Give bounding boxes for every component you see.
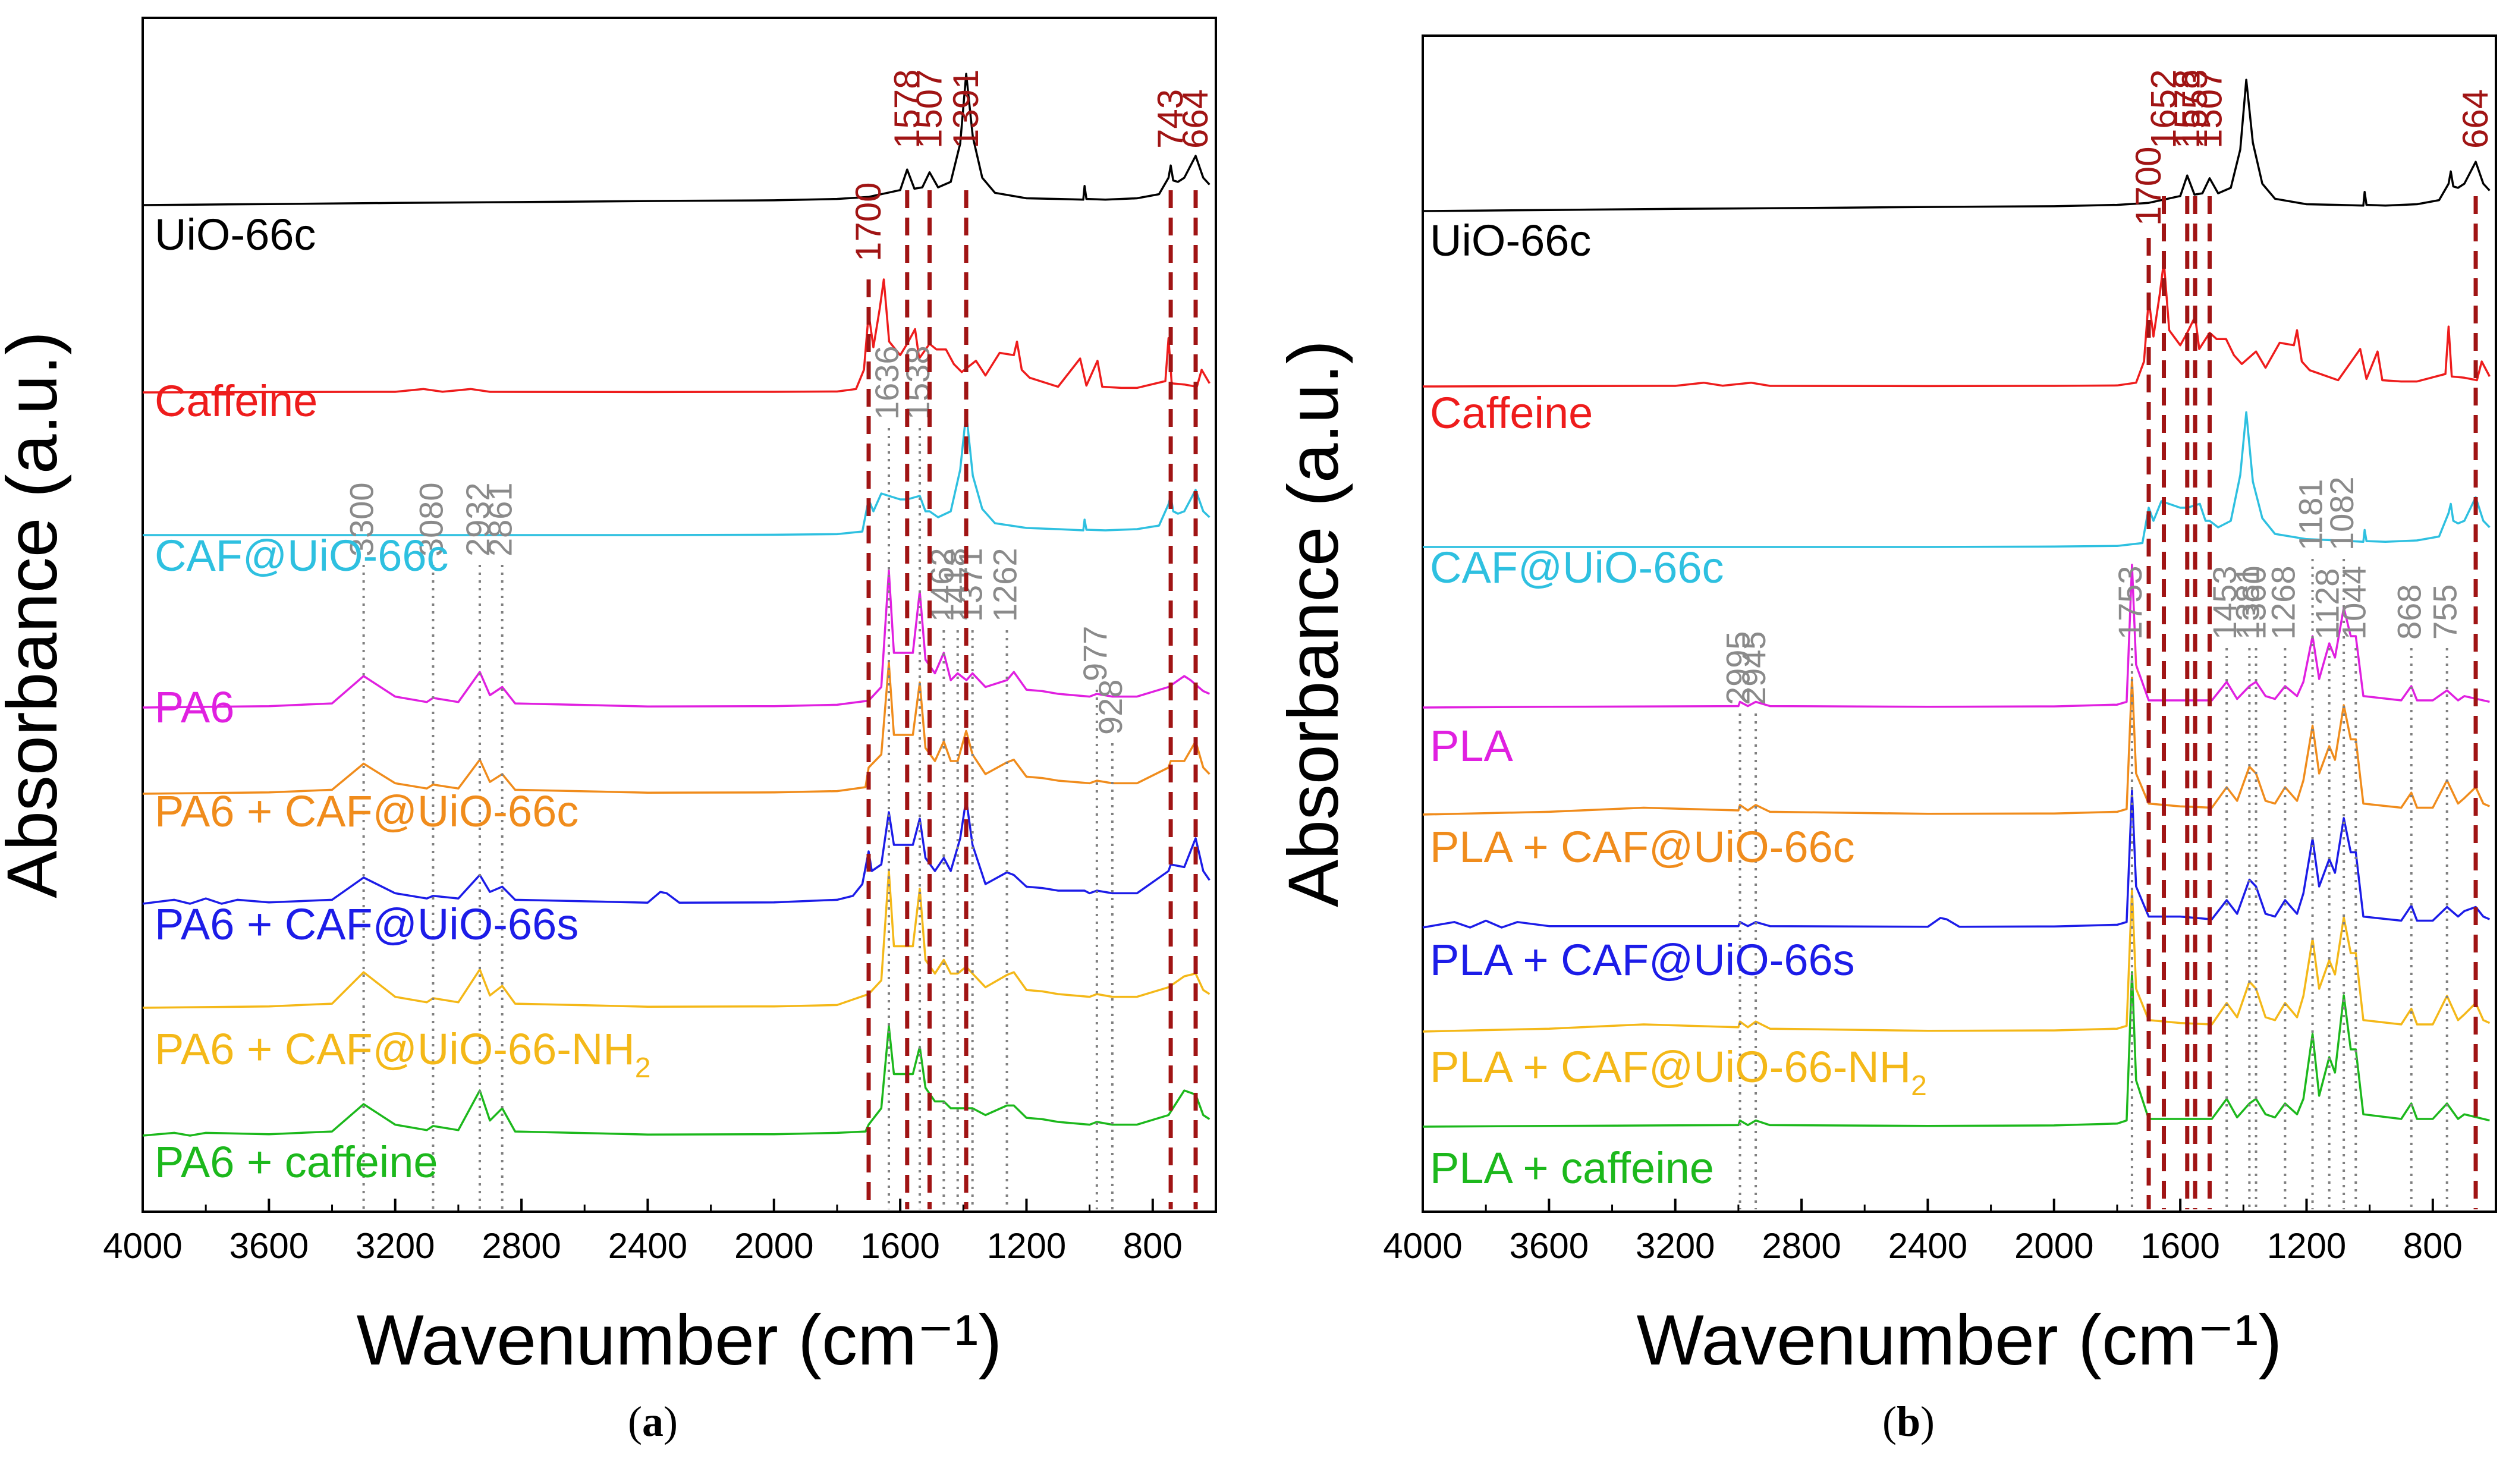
dotted-marker-label: 1268: [2264, 565, 2302, 640]
dotted-marker-label: 1044: [2335, 565, 2372, 640]
series-line: [142, 73, 1211, 206]
series-label: PLA + CAF@UiO-66c: [1430, 822, 1855, 872]
dotted-marker-label: 1360: [2236, 565, 2273, 640]
x-tick-label: 3200: [356, 1226, 435, 1266]
series-label: PA6 + caffeine: [155, 1137, 438, 1187]
series-line: [1422, 564, 2490, 709]
x-tick-label: 800: [2403, 1226, 2463, 1266]
series-line: [142, 798, 1211, 905]
x-tick-label: 4000: [103, 1226, 182, 1266]
dotted-marker-label: 1453: [2206, 565, 2243, 640]
series-line: [142, 1025, 1211, 1137]
series-label: PLA: [1430, 721, 1514, 771]
dotted-marker-label: 2995: [1719, 631, 1757, 705]
x-tick-label: 2400: [1888, 1226, 1967, 1266]
series-line: [1422, 790, 2491, 929]
series-label: PA6 + CAF@UiO-66s: [155, 900, 578, 949]
dashed-marker-label: 1507: [2189, 70, 2229, 149]
dashed-marker-label: 1652: [2144, 70, 2184, 149]
dotted-marker-label: 1262: [986, 548, 1024, 622]
series-label: CAF@UiO-66c: [1430, 543, 1724, 592]
dotted-marker-label: 1381: [2228, 565, 2266, 640]
panel-caption: (a): [628, 1398, 678, 1445]
x-tick-label: 2800: [482, 1226, 561, 1266]
x-tick-label: 2400: [608, 1226, 687, 1266]
series-line: [1422, 260, 2491, 388]
x-axis-label: Wavenumber (cm⁻¹): [1637, 1300, 2282, 1380]
dotted-marker-label: 755: [2426, 584, 2464, 640]
series-label: PLA + caffeine: [1430, 1143, 1714, 1193]
series-line: [1422, 677, 2491, 816]
dotted-marker-label: 1181: [2292, 479, 2329, 551]
series-label: PA6 + CAF@UiO-66-NH2: [155, 1024, 651, 1084]
dashed-marker-label: 664: [1175, 89, 1215, 149]
dotted-marker-label: 977: [1076, 626, 1114, 681]
x-tick-label: 2800: [1762, 1226, 1841, 1266]
dotted-marker-label: 1128: [2309, 568, 2346, 640]
dotted-marker-label: 1636: [868, 345, 905, 420]
dotted-marker-label: 868: [2391, 584, 2428, 640]
x-tick-label: 3600: [1510, 1226, 1589, 1266]
plot-frame: [1422, 34, 2497, 1213]
x-tick-label: 800: [1123, 1226, 1183, 1266]
dashed-marker-label: 1507: [909, 70, 949, 149]
series-line: [143, 411, 1211, 536]
series-label: Caffeine: [155, 376, 317, 426]
plot-frame: [142, 17, 1217, 1213]
dotted-marker-label: 2932: [459, 482, 496, 556]
series-line: [142, 570, 1211, 709]
dashed-marker-label: 1700: [848, 183, 888, 262]
series-label: UiO-66c: [155, 210, 316, 259]
series-line: [1423, 411, 2491, 548]
series-label: PLA + CAF@UiO-66-NH2: [1430, 1042, 1927, 1102]
dotted-marker-label: 928: [1092, 680, 1129, 735]
series-label: Caffeine: [1430, 388, 1593, 438]
series-line: [142, 662, 1211, 795]
series-line: [142, 870, 1211, 1009]
series-label: CAF@UiO-66c: [155, 531, 449, 580]
y-axis-label: Absorbance (a.u.): [1274, 340, 1353, 907]
dashed-marker-label: 1553: [2175, 70, 2215, 149]
dotted-marker-label: 2861: [482, 482, 519, 556]
y-axis-label: Absorbance (a.u.): [0, 331, 72, 898]
dashed-marker-label: 1578: [887, 70, 927, 149]
x-tick-label: 1200: [987, 1226, 1066, 1266]
series-line: [1422, 888, 2491, 1033]
dotted-marker-label: 1082: [2323, 476, 2360, 551]
dotted-marker-label: 3080: [412, 482, 449, 556]
x-tick-label: 1200: [2267, 1226, 2346, 1266]
x-tick-label: 2000: [2014, 1226, 2093, 1266]
series-label: PLA + CAF@UiO-66s: [1430, 935, 1855, 985]
series-line: [142, 278, 1211, 394]
x-tick-label: 2000: [734, 1226, 813, 1266]
x-tick-label: 1600: [2140, 1226, 2219, 1266]
series-label: PA6: [155, 683, 234, 732]
dashed-marker-label: 743: [1150, 89, 1190, 149]
x-tick-label: 3200: [1636, 1226, 1715, 1266]
series-label: UiO-66c: [1430, 216, 1591, 265]
series-line: [1422, 971, 2490, 1128]
series-line: [1422, 78, 2491, 212]
dashed-marker-label: 1578: [2167, 70, 2207, 149]
dashed-marker-label: 1700: [2128, 147, 2168, 226]
panel-caption: (b): [1882, 1398, 1935, 1445]
x-tick-label: 4000: [1383, 1226, 1462, 1266]
x-tick-label: 1600: [860, 1226, 939, 1266]
dashed-marker-label: 1391: [946, 70, 986, 149]
dotted-marker-label: 3300: [343, 482, 381, 556]
dotted-marker-label: 1753: [2111, 565, 2149, 640]
dotted-marker-label: 2945: [1735, 631, 1772, 705]
x-axis-label: Wavenumber (cm⁻¹): [357, 1300, 1002, 1380]
dashed-marker-label: 664: [2455, 89, 2495, 149]
series-label: PA6 + CAF@UiO-66c: [155, 787, 578, 836]
panel-a: 3300 3080 29322861163615381462141813711262…: [0, 17, 1217, 1445]
x-tick-label: 3600: [229, 1226, 309, 1266]
dotted-marker-label: 1371: [952, 548, 989, 622]
